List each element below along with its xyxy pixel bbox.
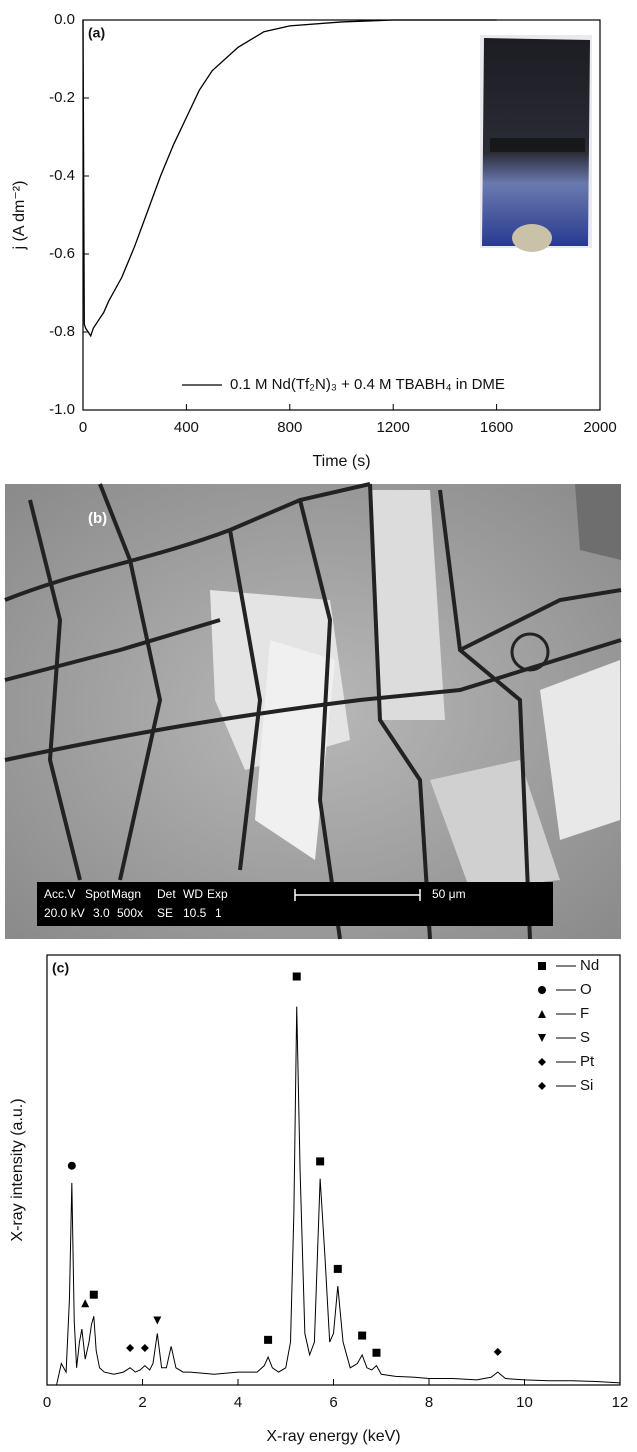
x-tick-label: 0: [43, 1394, 51, 1411]
x-tick-label: 2000: [583, 419, 616, 436]
legend-label: Nd: [580, 957, 599, 974]
info-value: 3.0: [93, 906, 110, 920]
legend-marker: [538, 1034, 546, 1042]
x-tick-label: 800: [277, 419, 302, 436]
x-tick-label: 400: [174, 419, 199, 436]
x-tick-label: 0: [79, 419, 87, 436]
x-tick-label: 2: [138, 1394, 146, 1411]
marker: [67, 1161, 76, 1170]
legend-label: F: [580, 1005, 589, 1022]
info-header: WD: [183, 887, 203, 901]
marker: [493, 1347, 502, 1356]
info-value: 20.0 kV: [44, 906, 85, 920]
info-bar: Acc.V Spot Magn Det WD Exp 20.0 kV 3.0 500x SE 10.…: [44, 887, 228, 920]
legend-label: O: [580, 981, 592, 998]
x-axis-label: Time (s): [312, 453, 370, 470]
y-tick-label: -0.6: [49, 245, 75, 262]
x-tick-label: 10: [516, 1394, 533, 1411]
panel-label: (a): [88, 25, 105, 41]
legend-marker: [538, 962, 546, 970]
plot-frame: [82, 19, 601, 411]
data-line: [82, 19, 497, 338]
marker: [292, 972, 301, 981]
x-axis-label: X-ray energy (keV): [266, 1428, 400, 1445]
info-value: 1: [215, 906, 222, 920]
y-tick-label: 0.0: [54, 11, 75, 28]
info-header: Spot: [85, 887, 110, 901]
legend-label: 0.1 M Nd(Tf₂N)₃ + 0.4 M TBABH₄ in DME: [230, 376, 505, 393]
legend-marker: [538, 1082, 546, 1090]
y-tick-label: -0.8: [49, 323, 75, 340]
legend-marker: [538, 1058, 546, 1066]
y-axis-label: j (A dm⁻²): [11, 181, 28, 251]
info-value: 10.5: [183, 906, 207, 920]
scale-bar-label: 50 μm: [432, 887, 466, 901]
legend-marker: [538, 1010, 546, 1018]
micrograph: (b) 50 μm Acc.V Spot Magn Det WD Exp 20.0 kV 3.…: [4, 482, 622, 940]
x-tick-label: 1200: [377, 419, 410, 436]
marker: [81, 1299, 90, 1308]
marker: [358, 1331, 367, 1340]
y-axis-label: X-ray intensity (a.u.): [9, 1098, 26, 1241]
marker: [153, 1316, 162, 1325]
panel-label: (b): [88, 510, 107, 527]
info-header: Det: [157, 887, 176, 901]
marker: [333, 1264, 342, 1273]
legend-marker: [538, 986, 546, 994]
legend-label: Si: [580, 1077, 593, 1094]
marker: [372, 1348, 381, 1357]
marker: [126, 1344, 135, 1353]
info-value: SE: [157, 906, 173, 920]
data-line: [56, 1006, 621, 1386]
panel-label: (c): [52, 960, 69, 976]
info-header: Magn: [111, 887, 141, 901]
info-value: 500x: [117, 906, 143, 920]
x-tick-label: 4: [234, 1394, 242, 1411]
x-tick-label: 8: [425, 1394, 433, 1411]
marker: [89, 1290, 98, 1299]
plot-frame: [46, 954, 621, 1386]
marker: [140, 1344, 149, 1353]
y-tick-label: -0.2: [49, 89, 75, 106]
info-header: Acc.V: [44, 887, 75, 901]
x-tick-label: 1600: [480, 419, 513, 436]
legend-label: Pt: [580, 1053, 595, 1070]
y-tick-label: -0.4: [49, 167, 75, 184]
inset-photo: [480, 35, 592, 252]
legend-label: S: [580, 1029, 590, 1046]
info-header: Exp: [207, 887, 228, 901]
y-tick-label: -1.0: [49, 401, 75, 418]
x-tick-label: 12: [612, 1394, 629, 1411]
x-tick-label: 6: [329, 1394, 337, 1411]
marker: [264, 1335, 273, 1344]
marker: [316, 1157, 325, 1166]
